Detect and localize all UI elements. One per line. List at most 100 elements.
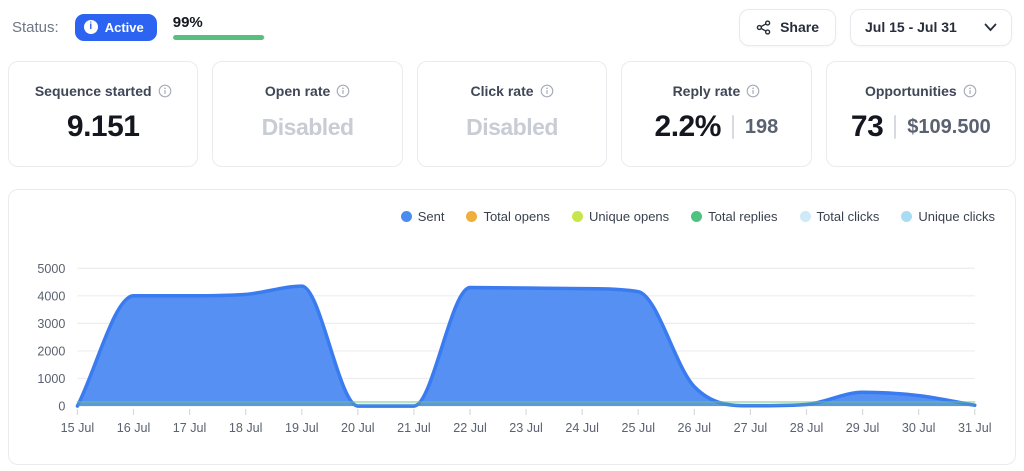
x-axis-tick-label: 30 Jul xyxy=(902,421,936,435)
stat-secondary-value: $109.500 xyxy=(907,115,991,138)
series-total-replies xyxy=(76,401,976,407)
status-label: Status: xyxy=(12,18,59,36)
date-range-button[interactable]: Jul 15 - Jul 31 xyxy=(850,8,1012,46)
stat-card-value-row: Disabled xyxy=(466,110,558,141)
x-axis-tick-label: 23 Jul xyxy=(509,421,543,435)
value-divider xyxy=(894,115,897,139)
stat-card-sequence-started: Sequence started 9.151 xyxy=(8,61,199,167)
chart-legend: Sent Total opens Unique opens Total repl… xyxy=(9,190,1015,224)
y-axis-tick-label: 5000 xyxy=(37,262,65,276)
progress-block: 99% xyxy=(172,14,265,40)
stat-card-label: Click rate xyxy=(470,83,534,99)
stat-card-header: Click rate xyxy=(470,83,553,99)
x-axis-tick-label: 22 Jul xyxy=(453,421,487,435)
legend-label: Total clicks xyxy=(816,209,880,224)
x-axis-labels: 15 Jul 16 Jul 17 Jul 18 Jul 19 Jul 20 Jul 21 J… xyxy=(61,421,992,435)
stat-card-header: Open rate xyxy=(265,83,350,99)
y-axis-tick-label: 3000 xyxy=(37,317,65,331)
x-axis-tick-label: 29 Jul xyxy=(846,421,880,435)
stat-card-value-row: 73 $109.500 xyxy=(851,110,991,144)
stat-card-header: Sequence started xyxy=(35,83,172,99)
status-badge[interactable]: i Active xyxy=(74,13,157,41)
stat-card-opportunities: Opportunities 73 $109.500 xyxy=(825,61,1017,167)
share-button-label: Share xyxy=(780,19,819,35)
legend-dot xyxy=(901,211,913,222)
info-icon: i xyxy=(83,20,98,34)
legend-item-total-clicks[interactable]: Total clicks xyxy=(799,209,880,224)
x-axis-tick-label: 16 Jul xyxy=(117,421,151,435)
top-bar-actions: Share Jul 15 - Jul 31 xyxy=(739,8,1012,46)
legend-item-unique-opens[interactable]: Unique opens xyxy=(571,209,670,224)
legend-item-sent[interactable]: Sent xyxy=(400,209,445,224)
progress-bar xyxy=(172,35,265,40)
value-divider xyxy=(731,115,734,139)
legend-item-unique-clicks[interactable]: Unique clicks xyxy=(901,209,995,224)
legend-label: Unique clicks xyxy=(918,209,995,224)
legend-item-total-opens[interactable]: Total opens xyxy=(466,209,550,224)
x-axis-tick-label: 31 Jul xyxy=(958,421,992,435)
legend-dot xyxy=(400,211,412,222)
x-axis-tick-label: 19 Jul xyxy=(285,421,319,435)
stat-card-label: Open rate xyxy=(264,83,331,99)
legend-label: Total opens xyxy=(483,209,550,224)
stat-value: 9.151 xyxy=(66,110,140,143)
stat-value: Disabled xyxy=(466,114,558,140)
stat-card-open-rate: Open rate Disabled xyxy=(212,61,403,167)
top-bar: Status: i Active 99% Share Jul 15 - Jul … xyxy=(0,0,1024,46)
legend-dot xyxy=(799,211,811,222)
x-axis-ticks xyxy=(76,409,976,416)
x-axis-tick-label: 26 Jul xyxy=(678,421,712,435)
stat-cards-row: Sequence started 9.151 Open rate Disable… xyxy=(8,61,1017,167)
legend-item-total-replies[interactable]: Total replies xyxy=(691,209,778,224)
stat-card-value-row: 9.151 xyxy=(67,110,140,144)
legend-label: Unique opens xyxy=(588,209,670,224)
stat-card-reply-rate: Reply rate 2.2% 198 xyxy=(621,61,812,167)
chevron-down-icon xyxy=(984,23,997,32)
stat-card-header: Reply rate xyxy=(673,83,761,99)
x-axis-tick-label: 24 Jul xyxy=(565,421,599,435)
info-icon[interactable] xyxy=(540,84,554,98)
stat-card-value-row: 2.2% 198 xyxy=(655,110,779,144)
legend-dot xyxy=(571,211,583,222)
x-axis-tick-label: 28 Jul xyxy=(790,421,824,435)
x-axis-tick-label: 20 Jul xyxy=(341,421,375,435)
progress-percent: 99% xyxy=(172,14,203,31)
x-axis-tick-label: 17 Jul xyxy=(173,421,207,435)
x-axis-tick-label: 21 Jul xyxy=(397,421,431,435)
status-group: Status: i Active 99% xyxy=(12,13,265,41)
y-axis-tick-label: 2000 xyxy=(37,344,65,358)
y-axis-tick-label: 4000 xyxy=(37,289,65,303)
stat-card-label: Reply rate xyxy=(672,83,741,99)
stat-card-click-rate: Click rate Disabled xyxy=(416,61,608,167)
series-sent xyxy=(75,284,977,408)
share-nodes-icon xyxy=(756,19,771,35)
info-icon[interactable] xyxy=(963,84,977,98)
legend-label: Total replies xyxy=(708,209,778,224)
share-button[interactable]: Share xyxy=(739,8,836,46)
chart-card: Sent Total opens Unique opens Total repl… xyxy=(8,189,1016,465)
status-badge-label: Active xyxy=(104,19,144,35)
x-axis-tick-label: 18 Jul xyxy=(229,421,263,435)
date-range-label: Jul 15 - Jul 31 xyxy=(865,19,957,35)
stat-value: 73 xyxy=(850,110,884,143)
stat-card-value-row: Disabled xyxy=(262,110,354,141)
progress-bar-fill xyxy=(172,35,264,40)
info-icon[interactable] xyxy=(336,84,350,98)
x-axis-tick-label: 25 Jul xyxy=(621,421,655,435)
legend-dot xyxy=(466,211,478,222)
stat-card-header: Opportunities xyxy=(865,83,977,99)
info-icon[interactable] xyxy=(746,84,760,98)
y-axis-labels: 0 1000 2000 3000 4000 5000 xyxy=(37,262,65,414)
legend-label: Sent xyxy=(417,209,445,224)
stat-value: Disabled xyxy=(261,114,354,140)
y-axis-tick-label: 1000 xyxy=(37,372,65,386)
x-axis-tick-label: 15 Jul xyxy=(61,421,95,435)
stat-value: 2.2% xyxy=(654,110,722,143)
x-axis-tick-label: 27 Jul xyxy=(734,421,768,435)
stat-card-label: Opportunities xyxy=(864,83,957,99)
info-icon[interactable] xyxy=(158,84,172,98)
legend-dot xyxy=(691,211,703,222)
y-axis-tick-label: 0 xyxy=(58,400,65,414)
stat-card-label: Sequence started xyxy=(34,83,152,99)
